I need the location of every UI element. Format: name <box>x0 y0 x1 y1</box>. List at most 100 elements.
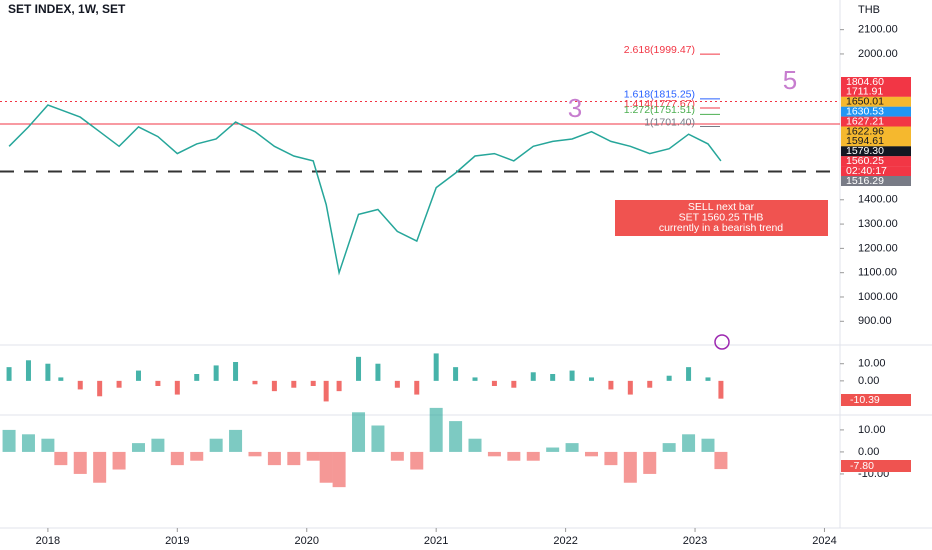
histogram-bar <box>6 367 12 381</box>
y-tick-label: 0.00 <box>858 375 879 387</box>
histogram-bar <box>25 360 31 381</box>
y-tick-label: 1100.00 <box>858 267 897 279</box>
y-tick-label: 1300.00 <box>858 218 898 230</box>
price-tag <box>841 86 911 97</box>
price-tag-label: 1804.60 <box>846 76 884 88</box>
histogram-bar <box>21 434 35 452</box>
histogram-bar <box>190 451 204 461</box>
y-tick-label: 1200.00 <box>858 242 898 254</box>
histogram-bar <box>588 377 594 381</box>
price-tag <box>841 156 911 167</box>
price-tag-label: 1560.25 <box>846 155 884 167</box>
histogram-bar <box>73 451 87 474</box>
price-tag <box>841 77 911 87</box>
histogram-bar <box>453 367 459 381</box>
price-line <box>8 104 722 276</box>
price-tag-label: 1650.01 <box>846 96 884 108</box>
histogram-bar <box>58 377 64 381</box>
signal-text: SET 1560.25 THB <box>679 211 764 223</box>
histogram-bar <box>718 380 724 399</box>
histogram-bar <box>608 380 614 390</box>
histogram-bar <box>623 451 637 483</box>
histogram-bar <box>414 380 420 395</box>
histogram-bar <box>112 451 126 470</box>
wave-label: 5 <box>783 65 797 95</box>
histogram-bar <box>54 451 68 466</box>
signal-text: SELL next bar <box>688 201 755 213</box>
wave-label: 3 <box>568 93 582 123</box>
y-tick-label: 10.00 <box>858 358 886 370</box>
histogram-bar <box>319 451 333 483</box>
histogram-bar <box>97 380 103 397</box>
histogram-bar <box>336 380 342 392</box>
histogram-bar <box>233 362 239 381</box>
y-tick-label: 2100.00 <box>858 24 898 36</box>
histogram-bar <box>627 380 633 395</box>
histogram-bar <box>410 451 424 470</box>
histogram-bar <box>306 451 320 461</box>
price-tag <box>841 106 911 117</box>
histogram-bar <box>170 451 184 466</box>
histogram-bar <box>433 353 439 381</box>
fib-label: 1(1701.40) <box>644 116 695 128</box>
histogram-bar <box>584 451 598 457</box>
fib-label: 1.272(1751.51) <box>624 104 695 116</box>
histogram-bar <box>666 375 672 381</box>
histogram-bar <box>507 451 521 461</box>
histogram-bar <box>356 356 362 381</box>
histogram-bar <box>155 380 161 386</box>
price-tag-label: 02:40:17 <box>846 165 887 177</box>
histogram-bar <box>394 380 400 388</box>
histogram-bar <box>526 451 540 461</box>
fib-label: 1.618(1815.25) <box>624 89 695 101</box>
histogram-bar <box>429 407 443 452</box>
histogram-bar <box>449 421 463 452</box>
histogram-bar <box>714 451 728 470</box>
currency: THB <box>858 4 880 16</box>
histogram-bar <box>116 380 122 388</box>
histogram-bar <box>267 451 281 466</box>
histogram-bar <box>701 438 715 452</box>
histogram-bar <box>248 451 262 457</box>
histogram-bar <box>291 380 297 388</box>
y-tick-label: 1400.00 <box>858 194 898 206</box>
histogram-bar <box>375 363 381 381</box>
price-tag <box>841 116 911 127</box>
histogram-bar <box>213 365 219 381</box>
y-tick-label: 0.00 <box>858 446 879 458</box>
histogram-bar <box>643 451 657 474</box>
x-tick-label: 2022 <box>553 535 577 547</box>
histogram-bar <box>252 380 258 385</box>
value-tag-label: -10.39 <box>850 394 880 406</box>
histogram-bar <box>310 380 316 386</box>
histogram-bar <box>682 434 696 452</box>
price-tag-label: 1594.61 <box>846 135 884 147</box>
histogram-bar <box>511 380 517 388</box>
histogram-bar <box>151 438 165 452</box>
chart-title: SET INDEX, 1W, SET <box>8 2 126 16</box>
price-tag <box>841 146 911 157</box>
histogram-bar <box>352 412 366 452</box>
alert-icon[interactable] <box>714 334 730 350</box>
price-tag <box>841 166 911 177</box>
histogram-bar <box>229 429 243 452</box>
histogram-bar <box>530 372 536 381</box>
histogram-bar <box>332 451 346 488</box>
histogram-bar <box>2 429 16 452</box>
price-tag-label: 1711.91 <box>846 86 883 98</box>
histogram-bar <box>686 367 692 381</box>
histogram-bar <box>487 451 501 457</box>
x-tick-label: 2023 <box>683 535 707 547</box>
histogram-bar <box>77 380 83 390</box>
y-tick-label: 2000.00 <box>858 48 898 60</box>
histogram-bar <box>93 451 107 483</box>
histogram-bar <box>390 451 404 461</box>
histogram-bar <box>662 443 676 452</box>
price-tag-label: 1622.96 <box>846 125 884 137</box>
x-tick-label: 2024 <box>812 535 836 547</box>
histogram-bar <box>287 451 301 466</box>
price-tag-label: 1627.21 <box>846 115 884 127</box>
histogram-bar <box>468 438 482 452</box>
signal-text: currently in a bearish trend <box>659 222 783 234</box>
